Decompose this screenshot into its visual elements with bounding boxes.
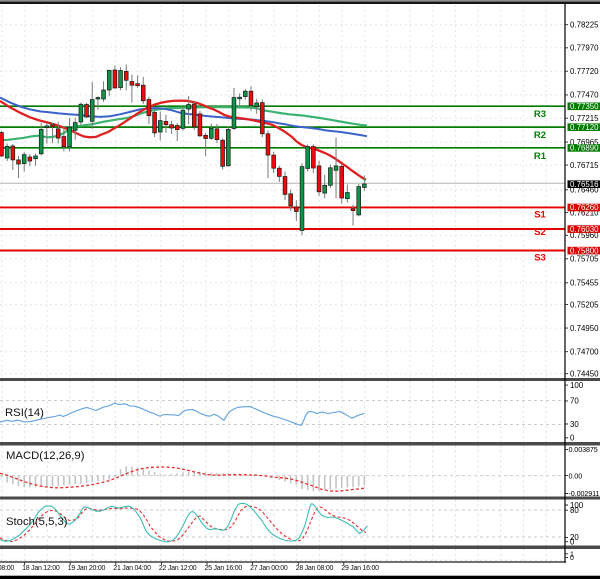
- svg-text:0.76030: 0.76030: [570, 225, 599, 234]
- svg-text:0.75205: 0.75205: [570, 300, 599, 309]
- svg-text:0.75705: 0.75705: [570, 255, 599, 264]
- svg-text:S2: S2: [534, 227, 546, 238]
- svg-text:0.76965: 0.76965: [570, 138, 599, 147]
- svg-text:28 Jan 08:00: 28 Jan 08:00: [296, 565, 334, 572]
- svg-text:0.76890: 0.76890: [570, 144, 599, 153]
- svg-text:0.76516: 0.76516: [570, 180, 599, 189]
- svg-text:27 Jan 00:00: 27 Jan 00:00: [250, 565, 288, 572]
- svg-text:-0.002911: -0.002911: [569, 489, 600, 498]
- svg-text:0.77215: 0.77215: [570, 114, 599, 123]
- svg-text:70: 70: [570, 397, 579, 406]
- svg-text:0.75960: 0.75960: [570, 231, 599, 240]
- svg-text:0.77470: 0.77470: [570, 91, 599, 100]
- svg-text:22 Jan 12:00: 22 Jan 12:00: [159, 565, 197, 572]
- svg-text:100: 100: [570, 381, 584, 390]
- svg-text:0.74450: 0.74450: [570, 370, 599, 379]
- svg-text:0.76460: 0.76460: [570, 186, 599, 195]
- svg-text:25 Jan 16:00: 25 Jan 16:00: [205, 565, 243, 572]
- svg-text:R3: R3: [534, 109, 546, 120]
- svg-text:0: 0: [570, 434, 575, 443]
- svg-text:R2: R2: [534, 130, 546, 141]
- svg-text:S3: S3: [534, 253, 546, 264]
- svg-text:30: 30: [570, 420, 579, 429]
- svg-text:0: 0: [570, 555, 574, 562]
- svg-text:MACD(12,26,9): MACD(12,26,9): [6, 450, 85, 462]
- svg-text:0.75800: 0.75800: [570, 246, 599, 255]
- svg-text:0.75455: 0.75455: [570, 279, 599, 288]
- svg-text:17 Jan 08:00: 17 Jan 08:00: [0, 565, 14, 572]
- svg-text:21 Jan 04:00: 21 Jan 04:00: [113, 565, 151, 572]
- svg-text:0.78225: 0.78225: [570, 21, 599, 30]
- svg-text:0.76715: 0.76715: [570, 161, 599, 170]
- svg-text:0: 0: [570, 538, 575, 547]
- svg-text:0.003875: 0.003875: [569, 445, 598, 454]
- svg-text:80: 80: [570, 506, 579, 515]
- svg-text:18 Jan 12:00: 18 Jan 12:00: [22, 565, 60, 572]
- svg-text:0.77720: 0.77720: [570, 67, 599, 76]
- svg-text:RSI(14): RSI(14): [5, 407, 44, 419]
- svg-text:S1: S1: [534, 210, 546, 221]
- svg-text:20: 20: [570, 533, 579, 542]
- svg-text:0.76260: 0.76260: [570, 203, 599, 212]
- svg-text:0.00: 0.00: [569, 471, 583, 480]
- svg-text:0.74700: 0.74700: [570, 348, 599, 357]
- svg-text:29 Jan 16:00: 29 Jan 16:00: [341, 565, 379, 572]
- svg-text:0.77350: 0.77350: [570, 102, 599, 111]
- svg-text:100: 100: [570, 501, 584, 510]
- svg-text:0.74950: 0.74950: [570, 324, 599, 333]
- svg-text:1: 1: [570, 551, 574, 558]
- svg-text:19 Jan 20:00: 19 Jan 20:00: [68, 565, 106, 572]
- svg-text:0.77970: 0.77970: [570, 44, 599, 53]
- svg-text:Stoch(5,5,3): Stoch(5,5,3): [6, 516, 68, 528]
- svg-text:R1: R1: [534, 151, 547, 162]
- svg-text:0.76210: 0.76210: [570, 209, 599, 218]
- svg-text:0.77120: 0.77120: [570, 123, 599, 132]
